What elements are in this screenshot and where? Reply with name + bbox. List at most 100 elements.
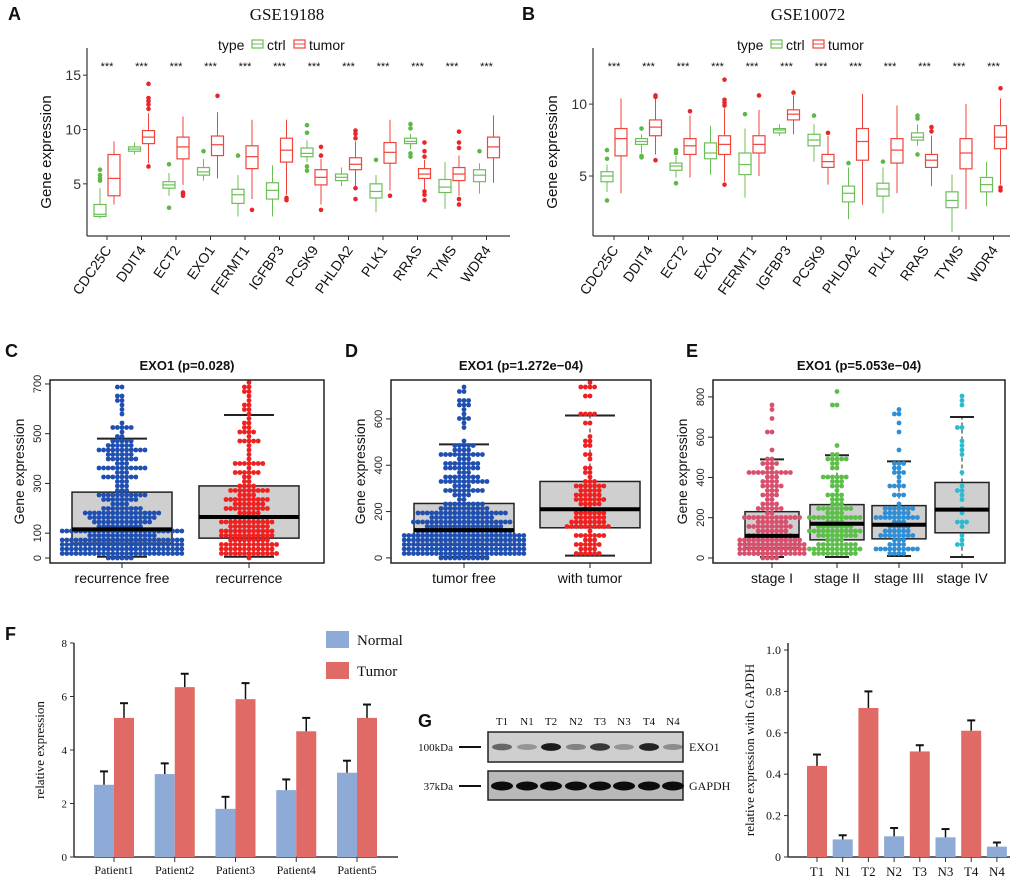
data-point bbox=[443, 506, 448, 511]
data-point bbox=[592, 551, 597, 556]
outlier-point bbox=[722, 182, 727, 187]
legend-title: type bbox=[737, 37, 764, 53]
data-point bbox=[910, 546, 916, 552]
data-point bbox=[128, 519, 134, 525]
data-point bbox=[242, 501, 247, 507]
data-point bbox=[910, 515, 916, 520]
data-point bbox=[596, 533, 602, 538]
data-point bbox=[516, 551, 522, 556]
panel-label: D bbox=[345, 341, 358, 361]
data-point bbox=[493, 524, 499, 529]
data-point bbox=[105, 452, 111, 457]
data-point bbox=[452, 461, 458, 466]
data-point bbox=[596, 515, 602, 520]
y-tick-label: 2 bbox=[62, 799, 68, 811]
data-point bbox=[115, 519, 120, 525]
box-ctrl bbox=[231, 153, 245, 217]
lane-label: T3 bbox=[594, 716, 607, 728]
data-point bbox=[119, 443, 125, 448]
data-point bbox=[587, 488, 593, 493]
data-point bbox=[457, 402, 462, 408]
data-point bbox=[110, 542, 116, 547]
data-point bbox=[133, 506, 139, 511]
data-point bbox=[484, 537, 490, 543]
bar-tumor bbox=[235, 699, 256, 857]
data-point bbox=[843, 515, 849, 520]
data-point bbox=[959, 524, 965, 529]
data-point bbox=[255, 506, 261, 511]
data-point bbox=[461, 384, 467, 390]
data-point bbox=[959, 542, 965, 547]
data-point bbox=[489, 510, 494, 516]
data-point bbox=[892, 506, 897, 511]
data-point bbox=[115, 542, 120, 547]
data-point bbox=[755, 537, 761, 543]
data-point bbox=[788, 524, 793, 529]
data-point bbox=[521, 551, 527, 556]
data-point bbox=[882, 546, 888, 552]
band-exo1 bbox=[663, 743, 683, 751]
band-gapdh bbox=[662, 781, 684, 791]
data-point bbox=[105, 533, 111, 538]
data-point bbox=[959, 483, 965, 489]
data-point bbox=[887, 542, 893, 547]
bar bbox=[961, 730, 982, 857]
significance-marker: *** bbox=[308, 61, 322, 73]
data-point bbox=[415, 546, 421, 552]
data-point bbox=[587, 519, 593, 525]
data-point bbox=[133, 551, 139, 556]
bar-normal bbox=[276, 790, 297, 857]
data-point bbox=[470, 465, 476, 471]
data-point bbox=[420, 551, 425, 556]
data-point bbox=[124, 551, 129, 556]
outlier-point bbox=[687, 108, 693, 114]
data-point bbox=[493, 519, 499, 525]
data-point bbox=[269, 519, 275, 525]
data-point bbox=[834, 456, 840, 462]
data-point bbox=[110, 492, 116, 498]
outlier-point bbox=[166, 205, 172, 211]
data-point bbox=[415, 542, 421, 547]
data-point bbox=[105, 510, 111, 516]
data-point bbox=[839, 506, 844, 511]
box-tumor bbox=[176, 116, 190, 199]
data-point bbox=[592, 524, 597, 529]
data-point bbox=[480, 537, 485, 543]
box-1 bbox=[198, 380, 300, 561]
data-point bbox=[424, 546, 430, 552]
data-point bbox=[174, 551, 180, 556]
data-point bbox=[792, 542, 798, 547]
data-point bbox=[578, 497, 584, 502]
data-point bbox=[401, 546, 407, 552]
data-point bbox=[147, 546, 153, 552]
data-point bbox=[887, 506, 893, 511]
data-point bbox=[447, 479, 453, 484]
data-point bbox=[142, 542, 148, 547]
data-point bbox=[825, 542, 831, 547]
data-point bbox=[959, 519, 965, 525]
data-point bbox=[110, 474, 116, 480]
data-point bbox=[119, 501, 125, 507]
data-point bbox=[138, 510, 143, 516]
data-point bbox=[128, 515, 134, 520]
data-point bbox=[955, 542, 960, 547]
data-point bbox=[470, 515, 476, 520]
data-point bbox=[110, 447, 116, 453]
data-point bbox=[774, 524, 779, 529]
data-point bbox=[119, 506, 125, 511]
data-point bbox=[592, 546, 597, 552]
data-point bbox=[406, 542, 412, 547]
data-point bbox=[830, 528, 835, 534]
data-point bbox=[461, 519, 467, 525]
data-point bbox=[265, 546, 270, 552]
box-ctrl bbox=[438, 162, 452, 209]
data-point bbox=[64, 528, 70, 534]
data-point bbox=[901, 528, 906, 534]
y-tick-label: 0 bbox=[32, 555, 44, 561]
data-point bbox=[760, 515, 766, 520]
data-point bbox=[774, 506, 779, 511]
data-point bbox=[896, 465, 902, 471]
data-point bbox=[119, 470, 125, 475]
data-point bbox=[765, 465, 770, 471]
